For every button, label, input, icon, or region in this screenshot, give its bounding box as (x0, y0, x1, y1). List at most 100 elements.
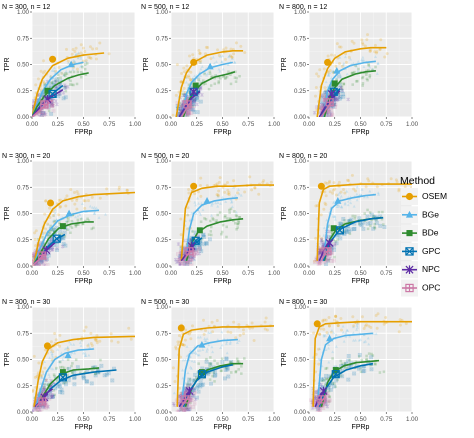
scatter-point-osem (44, 227, 48, 231)
x-tick-label: 0.00 (165, 270, 178, 277)
scatter-point-glyph (340, 88, 345, 93)
scatter-point-osem (389, 177, 393, 181)
scatter-point-gpc (49, 111, 54, 116)
scatter-point-glyph (62, 73, 66, 77)
scatter-point-glyph (36, 238, 40, 241)
scatter-point-glyph (190, 229, 194, 233)
scatter-point-opc (50, 103, 54, 108)
scatter-point-glyph (69, 188, 73, 192)
scatter-point-glyph (342, 82, 346, 86)
scatter-point-bge (77, 51, 81, 55)
x-tick-label: 1.00 (129, 121, 142, 128)
x-axis-label: FPRp (214, 129, 232, 136)
scatter-point-glyph (33, 263, 37, 266)
scatter-point-bge (362, 65, 366, 69)
scatter-point-osem (217, 54, 221, 58)
scatter-point-glyph (58, 205, 62, 209)
scatter-point-glyph (365, 77, 369, 81)
scatter-point-glyph (315, 72, 319, 76)
scatter-point-glyph (341, 94, 346, 99)
scatter-point-bge (375, 71, 379, 75)
scatter-point-npc (32, 99, 36, 103)
scatter-point-glyph (199, 176, 203, 180)
scatter-point-glyph (39, 110, 44, 115)
scatter-point-bde (69, 224, 72, 228)
scatter-point-osem (350, 173, 354, 177)
scatter-point-glyph (326, 110, 331, 115)
scatter-point-bge (214, 60, 218, 63)
scatter-point-glyph (203, 241, 208, 246)
scatter-point-glyph (86, 199, 90, 203)
scatter-point-glyph (50, 245, 55, 250)
scatter-point-opc (326, 110, 331, 115)
scatter-point-glyph-box (40, 114, 45, 117)
scatter-point-glyph (341, 188, 345, 192)
scatter-point-glyph (233, 76, 237, 79)
scatter-point-bge (329, 76, 333, 80)
scatter-point-bge (52, 66, 56, 70)
scatter-point-bge (214, 201, 218, 205)
scatter-point-bde (208, 72, 212, 76)
scatter-point-bge (71, 67, 75, 71)
scatter-point-bde (50, 81, 54, 85)
scatter-point-bge (79, 56, 83, 60)
scatter-point-glyph (70, 219, 74, 223)
scatter-point-bge (46, 222, 50, 226)
scatter-point-glyph (214, 60, 218, 63)
scatter-point-opc (51, 108, 56, 113)
scatter-point-npc (33, 263, 37, 266)
scatter-point-glyph (397, 187, 401, 191)
scatter-point-glyph-cross (61, 242, 66, 246)
scatter-point-bge (329, 113, 333, 117)
scatter-point-bde (84, 73, 88, 76)
scatter-point-glyph (84, 73, 88, 76)
scatter-point-bge (181, 94, 185, 97)
scatter-point-glyph (229, 82, 233, 86)
scatter-point-bde (187, 91, 191, 94)
scatter-point-glyph (179, 217, 183, 221)
x-tick-label: 0.75 (103, 270, 116, 277)
scatter-point-glyph (362, 65, 366, 69)
scatter-point-glyph (336, 97, 340, 102)
scatter-point-bge (345, 72, 349, 76)
scatter-point-osem (48, 206, 52, 210)
scatter-point-glyph (56, 76, 60, 80)
scatter-point-glyph (65, 228, 69, 231)
scatter-point-glyph (198, 78, 202, 82)
scatter-point-glyph-box (192, 98, 197, 102)
scatter-point-glyph (32, 255, 36, 259)
y-tick-label: 0.25 (156, 88, 169, 95)
scatter-point-glyph (185, 64, 189, 68)
point-opc-plus (183, 100, 191, 108)
point-osem (324, 58, 332, 66)
scatter-point-glyph-cross (179, 102, 183, 107)
scatter-point-glyph-plus (50, 104, 54, 108)
scatter-point-glyph (186, 213, 190, 217)
scatter-point-bde (234, 70, 237, 74)
scatter-point-glyph (339, 81, 343, 85)
scatter-point-glyph (209, 233, 213, 237)
scatter-point-glyph (191, 53, 195, 57)
scatter-point-bde (238, 215, 242, 219)
scatter-point-glyph (339, 75, 343, 78)
scatter-point-glyph (314, 86, 318, 90)
scatter-point-bge (62, 73, 66, 77)
scatter-point-opc (319, 106, 324, 111)
scatter-point-glyph (217, 81, 220, 85)
y-tick-label: 0.25 (294, 88, 307, 95)
scatter-point-glyph (319, 106, 323, 110)
y-tick-label: 0.25 (17, 237, 30, 244)
scatter-point-glyph (213, 76, 217, 80)
scatter-point-glyph (348, 57, 352, 61)
scatter-point-glyph-cross (195, 98, 200, 102)
scatter-point-bge (220, 59, 224, 63)
scatter-point-bge (187, 258, 191, 262)
scatter-point-glyph (191, 107, 196, 112)
scatter-point-osem (379, 38, 383, 42)
scatter-point-bge (200, 201, 204, 205)
scatter-point-glyph (75, 207, 79, 211)
scatter-point-glyph (52, 214, 56, 217)
scatter-point-glyph (41, 260, 45, 264)
scatter-point-glyph (182, 93, 186, 98)
scatter-point-bge (359, 58, 363, 62)
